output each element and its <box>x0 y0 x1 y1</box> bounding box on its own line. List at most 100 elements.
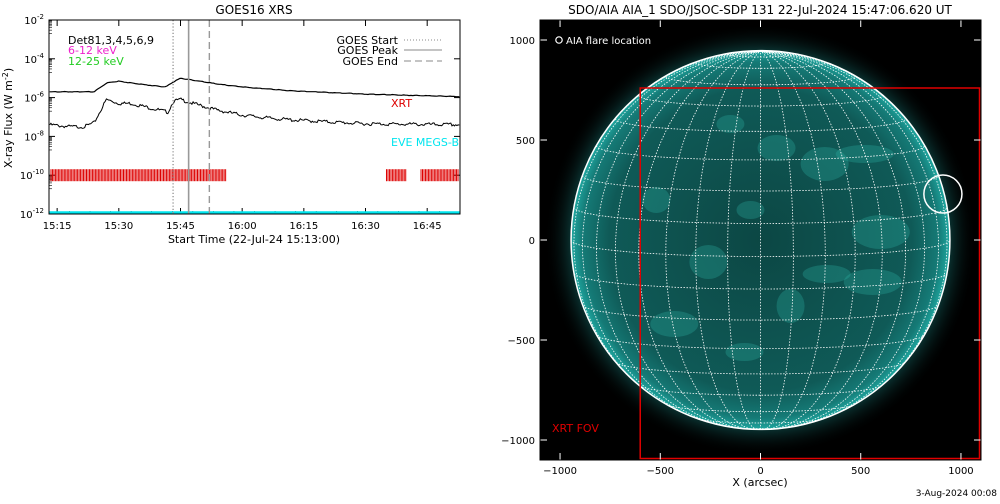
goes-y-tick-base: 10 <box>20 171 33 182</box>
goes-y-tick-base: 10 <box>24 55 37 66</box>
goes-series <box>49 77 460 129</box>
goes-y-tick-exp: -10 <box>33 168 44 176</box>
active-region <box>843 269 902 295</box>
goes-y-tick-base: 10 <box>24 16 37 27</box>
longitude-line <box>573 50 761 410</box>
longitude-line <box>760 50 856 430</box>
longitude-line <box>760 50 948 410</box>
goes-x-axis-label: Start Time (22-Jul-24 15:13:00) <box>168 233 340 246</box>
goes-y-tick-exp: -12 <box>33 207 44 215</box>
eve-megs-b-label: EVE MEGS-B <box>391 136 459 149</box>
goes-y-tick-exp: -2 <box>37 13 44 21</box>
goes-x-tick-label-0: 15:15 <box>43 221 72 232</box>
legend-goes-start: GOES Start <box>337 34 399 47</box>
goes-x-tick-label-2: 15:45 <box>166 221 195 232</box>
goes-y-tick-label-3: 10-8 <box>24 129 44 143</box>
active-region <box>776 289 805 323</box>
aia-image-frame <box>539 19 982 461</box>
aia-x-tick-label-2: 0 <box>757 466 763 477</box>
goes-y-tick-label-4: 10-10 <box>20 168 44 182</box>
goes-y-tick-base: 10 <box>24 132 37 143</box>
aia-y-axis: −1000 −500 0 500 1000 <box>501 36 981 447</box>
flare-legend-label: AIA flare location <box>566 36 651 47</box>
aia-y-tick-label-1: −500 <box>508 336 535 347</box>
legend-goes-end: GOES End <box>342 55 398 68</box>
aia-x-tick-label-3: 500 <box>851 466 870 477</box>
goes-x-tick-label-4: 16:15 <box>289 221 318 232</box>
aia-y-tick-label-2: 0 <box>529 236 535 247</box>
active-regions <box>642 115 910 361</box>
longitude-line <box>614 50 761 429</box>
longitude-line <box>760 50 794 430</box>
flare-location-marker <box>923 174 963 214</box>
goes-y-tick-label-2: 10-6 <box>24 91 44 105</box>
active-region <box>716 115 745 133</box>
goes-y-tick-label-0: 10-2 <box>24 13 44 27</box>
goes-y-label-exponent: -2 <box>1 72 10 80</box>
goes-y-tick-base: 10 <box>20 210 33 221</box>
active-region <box>736 201 765 219</box>
goes-plot-frame <box>48 19 461 215</box>
active-region <box>757 135 796 161</box>
longitude-line <box>595 50 761 427</box>
latitude-line <box>582 305 939 321</box>
aia-y-tick-label-0: −1000 <box>501 436 535 447</box>
footer-date: 3-Aug-2024 00:08 <box>916 489 998 499</box>
goes-y-tick-label-1: 10-4 <box>24 52 44 66</box>
latitude-line <box>639 385 882 396</box>
active-region <box>800 147 849 181</box>
xrt-fov-label: XRT FOV <box>552 422 599 435</box>
latitude-line <box>573 207 948 224</box>
xrt-fov-box <box>639 87 981 460</box>
solar-limb <box>570 49 951 431</box>
aia-image-content <box>544 24 981 460</box>
active-region <box>835 145 894 163</box>
goes-y-tick-label-5: 10-12 <box>20 207 44 221</box>
latitude-line <box>570 239 951 257</box>
latitude-line <box>666 404 855 413</box>
flare-legend-symbol <box>555 36 563 44</box>
active-region <box>802 265 851 283</box>
goes-event-lines <box>172 20 211 214</box>
aia-x-axis: −1000 −500 0 500 1000 <box>543 20 974 477</box>
aia-y-tick-label-3: 500 <box>516 136 535 147</box>
longitude-line <box>760 50 926 427</box>
goes-legend-left: Det81,3,4,5,6,9 6-12 keV 12-25 keV <box>68 34 154 68</box>
goes-y-label-main: X-ray Flux (W m <box>2 80 15 168</box>
latitude-line <box>638 95 883 107</box>
latitude-line <box>596 334 925 350</box>
legend-detectors: Det81,3,4,5,6,9 <box>68 34 154 47</box>
longitude-line <box>760 50 907 429</box>
goes-series-line-0 <box>49 77 460 98</box>
goes-x-tick-label-1: 15:30 <box>104 221 133 232</box>
latitude-line <box>596 145 925 161</box>
longitude-line <box>727 50 761 430</box>
goes-plot-title: GOES16 XRS <box>215 3 292 17</box>
aia-x-tick-label-1: −500 <box>647 466 674 477</box>
aia-x-tick-label-4: 1000 <box>948 466 973 477</box>
active-region <box>650 311 699 337</box>
aia-x-axis-label: X (arcsec) <box>732 476 787 489</box>
goes-y-tick-exp: -8 <box>37 129 44 137</box>
goes-legend-right: GOES Start GOES Peak GOES End <box>337 34 442 68</box>
goes-y-tick-exp: -4 <box>37 52 45 60</box>
active-region <box>725 343 764 361</box>
goes-series-line-1 <box>49 97 460 129</box>
active-region <box>851 215 910 249</box>
goes-x-tick-label-6: 16:45 <box>413 221 442 232</box>
longitude-line <box>665 50 761 430</box>
aia-x-tick-label-0: −1000 <box>543 466 577 477</box>
active-region <box>689 245 728 279</box>
longitude-line <box>760 50 883 429</box>
legend-goes-peak: GOES Peak <box>337 44 398 57</box>
aia-image-panel: SDO/AIA AIA_1 SDO/JSOC-SDP 131 22-Jul-20… <box>501 3 982 489</box>
goes-y-tick-base: 10 <box>24 94 37 105</box>
xrt-observation-ticks <box>50 169 459 182</box>
longitude-line <box>638 50 761 429</box>
goes-x-tick-label-5: 16:30 <box>351 221 380 232</box>
legend-6-12kev: 6-12 keV <box>68 44 117 57</box>
goes-x-tick-label-3: 16:00 <box>228 221 257 232</box>
